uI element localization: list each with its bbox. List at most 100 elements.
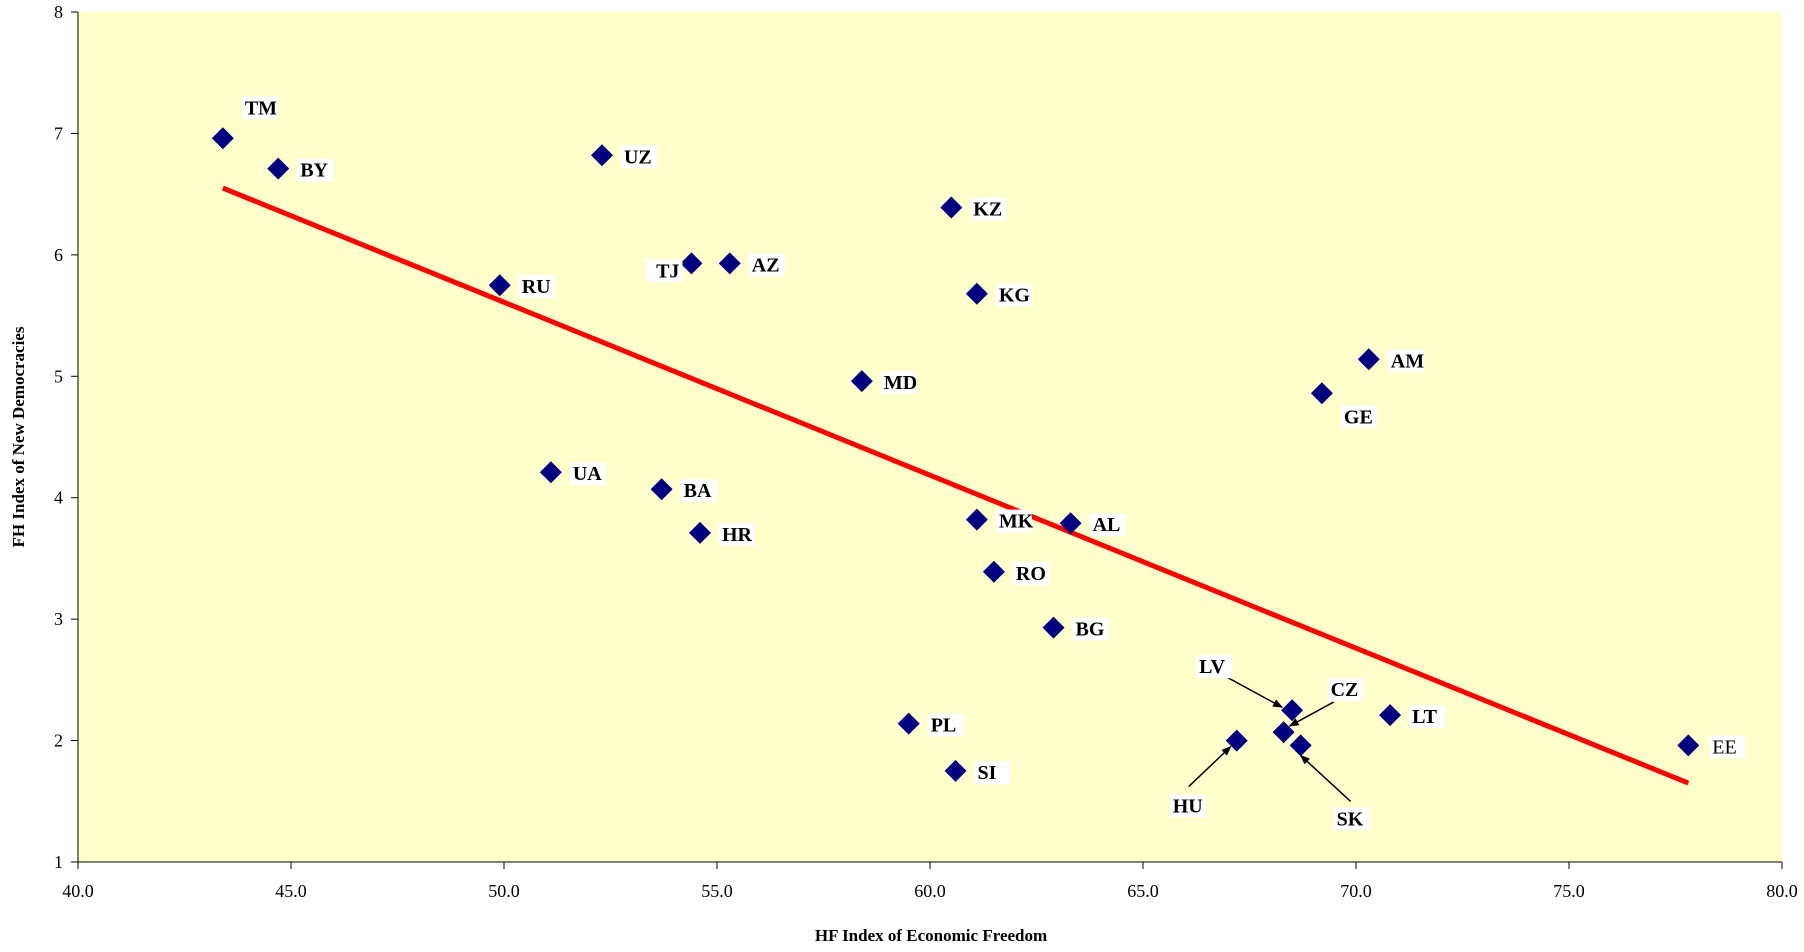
data-point-mk [965,508,988,531]
point-label-box [974,760,1011,784]
trendline [221,185,1690,786]
data-point-si [944,759,967,782]
callout-arrow-hu [1188,745,1232,788]
x-tick-label: 70.0 [1340,881,1372,901]
point-label-ru: RU [522,276,551,298]
point-label-box [1089,513,1126,537]
x-tick-label: 60.0 [914,881,946,901]
point-label-kz: KZ [973,199,1002,221]
data-point-hu [1225,729,1248,752]
point-label-pl: PL [931,715,957,737]
point-label-box [1340,405,1377,429]
point-label-by: BY [300,160,328,182]
y-tick-label: 3 [54,609,63,629]
point-label-tj: TJ [656,260,679,282]
point-label-box [1196,655,1233,679]
point-label-box [1409,705,1446,729]
x-tick-label: 75.0 [1553,881,1585,901]
point-label-box [680,479,717,503]
point-label-hu: HU [1173,796,1203,818]
point-label-cz: CZ [1331,679,1359,701]
point-label-si: SI [978,762,997,784]
point-label-ua: UA [573,463,602,485]
point-label-ba: BA [684,480,712,502]
y-tick-label: 4 [54,488,63,508]
point-label-box [518,275,555,299]
y-tick-label: 7 [54,123,63,143]
point-label-box [970,197,1007,221]
x-tick-label: 50.0 [488,881,520,901]
point-label-al: AL [1093,514,1121,536]
x-tick-label: 45.0 [275,881,307,901]
data-point-ba [650,478,673,501]
point-label-lt: LT [1412,706,1438,728]
data-point-lt [1379,704,1402,727]
point-label-bg: BG [1076,619,1105,641]
y-tick-label: 6 [54,245,63,265]
data-point-kz [940,196,963,219]
point-label-box [1012,561,1049,585]
point-label-box [880,371,917,395]
callout-arrow-sk [1299,754,1352,802]
point-label-box [1387,349,1424,373]
y-tick-label: 2 [54,731,63,751]
point-label-az: AZ [752,254,780,276]
data-point-lv [1281,699,1304,722]
point-label-box [995,509,1032,533]
data-point-md [850,370,873,393]
point-label-box [1169,794,1206,818]
point-label-box [995,283,1032,307]
data-point-al [1059,512,1082,535]
data-point-sk [1289,734,1312,757]
point-label-box [1333,807,1370,831]
y-axis-title: FH Index of New Democracies [9,326,28,547]
y-tick-label: 8 [54,2,63,22]
point-label-box [718,522,755,546]
y-tick-label: 5 [54,366,63,386]
point-label-mk: MK [999,511,1034,533]
point-label-box [569,462,606,486]
point-label-md: MD [884,372,917,394]
data-point-az [718,252,741,275]
point-label-am: AM [1391,350,1424,372]
data-point-ro [982,560,1005,583]
x-tick-label: 55.0 [701,881,733,901]
data-point-pl [897,712,920,735]
point-label-ee: EE [1712,736,1736,758]
point-label-ro: RO [1016,563,1046,585]
data-point-by [267,157,290,180]
y-tick-label: 1 [54,852,63,872]
data-point-ru [488,274,511,297]
x-tick-label: 65.0 [1127,881,1159,901]
data-point-tj [680,252,703,275]
point-label-kg: KG [999,285,1031,307]
point-label-sk: SK [1337,808,1364,830]
point-label-box [1072,617,1109,641]
point-label-box [646,259,683,283]
point-label-box [620,145,657,169]
point-label-box [297,158,334,182]
point-label-box [927,713,964,737]
point-label-tm: TM [245,97,277,119]
point-label-box [241,96,278,120]
data-point-bg [1042,616,1065,639]
point-label-box [1327,678,1364,702]
data-point-kg [965,282,988,305]
data-point-ee [1677,734,1700,757]
point-label-hr: HR [722,524,753,546]
data-point-uz [590,144,613,167]
point-label-box [1709,735,1746,759]
point-label-box [748,253,785,277]
data-point-ua [539,461,562,484]
data-point-tm [211,127,234,150]
x-tick-label: 80.0 [1766,881,1798,901]
x-axis-title: HF Index of Economic Freedom [815,926,1047,945]
data-point-cz [1272,721,1295,744]
data-point-hr [688,521,711,544]
callout-arrow-cz [1288,701,1334,727]
x-tick-label: 40.0 [62,881,94,901]
data-point-am [1357,348,1380,371]
point-label-lv: LV [1199,656,1226,678]
